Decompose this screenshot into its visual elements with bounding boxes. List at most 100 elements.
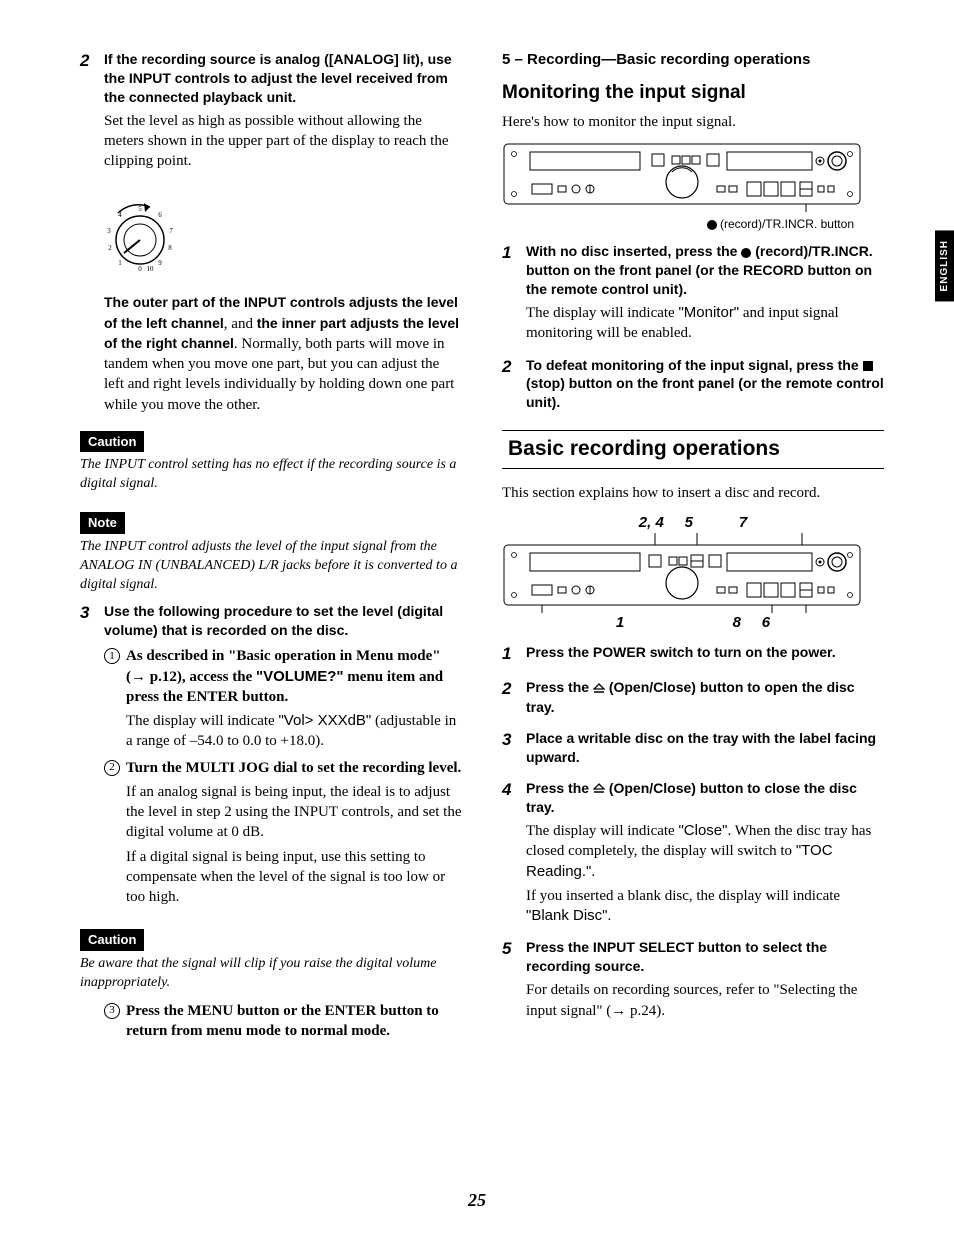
op-step-4: 4 Press the (Open/Close) button to close… (502, 779, 884, 927)
r1-body-a: The display will indicate (526, 305, 678, 321)
left-step-3: 3 Use the following procedure to set the… (80, 602, 462, 907)
controls-paragraph: The outer part of the INPUT controls adj… (104, 293, 462, 415)
sub2-body2: If a digital signal is being input, use … (126, 847, 462, 908)
r1-mono: "Monitor" (678, 304, 739, 321)
step-bold-text: If the recording source is analog ([ANAL… (104, 50, 462, 107)
circled-number-icon: 3 (104, 1003, 120, 1019)
s4-ba: The display will indicate (526, 823, 678, 839)
s3-bold: Place a writable disc on the tray with t… (526, 729, 884, 767)
s4-body2: If you inserted a blank disc, the displa… (526, 886, 884, 927)
svg-text:3: 3 (107, 227, 111, 235)
step-number: 2 (502, 356, 518, 379)
step-bold: To defeat monitoring of the input signal… (526, 356, 884, 413)
intro-1: Here's how to monitor the input signal. (502, 112, 884, 132)
svg-text:4: 4 (118, 211, 122, 219)
svg-text:2: 2 (108, 244, 112, 252)
s4-m1: "Close" (678, 822, 727, 839)
right-step-2: 2 To defeat monitoring of the input sign… (502, 356, 884, 413)
caution-label-1: Caution (80, 431, 144, 453)
left-column: 2 If the recording source is analog ([AN… (70, 50, 462, 1041)
r2-bold-a: To defeat monitoring of the input signal… (526, 357, 863, 373)
circled-number-icon: 2 (104, 760, 120, 776)
sub1-bold-a: As described in (126, 648, 228, 664)
svg-text:7: 7 (169, 227, 173, 235)
eject-icon (593, 679, 605, 698)
sub2-body1: If an analog signal is being input, the … (126, 782, 462, 843)
eject-icon (593, 779, 605, 798)
r2-bold-b: (stop) button on the front panel (or the… (526, 375, 884, 410)
sub1-arrow: → p.12), access the (131, 669, 256, 685)
svg-text:8: 8 (168, 244, 172, 252)
device-diagram-2: 2, 4 5 7 (502, 513, 884, 634)
page-number: 25 (0, 1190, 954, 1211)
step-bold-text: Use the following procedure to set the l… (104, 602, 462, 640)
op-step-1: 1 Press the POWER switch to turn on the … (502, 643, 884, 666)
svg-text:9: 9 (158, 259, 162, 267)
step-number: 4 (502, 779, 518, 802)
device-diagram-1: (record)/TR.INCR. button (502, 142, 884, 232)
callouts-bottom: 1 8 6 (502, 613, 884, 633)
sub1-body: The display will indicate "Vol> XXXdB" (… (126, 711, 462, 752)
op-step-3: 3 Place a writable disc on the tray with… (502, 729, 884, 767)
caution-text-2: Be aware that the signal will clip if yo… (80, 955, 462, 993)
step-body-text: Set the level as high as possible withou… (104, 111, 462, 172)
sub2-bold: Turn the MULTI JOG dial to set the recor… (126, 758, 462, 778)
svg-text:5: 5 (138, 205, 142, 213)
language-tab: ENGLISH (935, 230, 954, 301)
note-text-1: The INPUT control adjusts the level of t… (80, 538, 462, 595)
left-step-2: 2 If the recording source is analog ([AN… (80, 50, 462, 171)
s2-bold: Press the (Open/Close) button to open th… (526, 678, 884, 717)
sub1-mono1: "VOLUME?" (256, 668, 344, 685)
s4-bc: . (591, 864, 595, 880)
note-label-1: Note (80, 512, 125, 534)
sub1-body-a: The display will indicate (126, 713, 278, 729)
s4-body1: The display will indicate "Close". When … (526, 821, 884, 882)
s5-bold: Press the INPUT SELECT button to select … (526, 938, 884, 976)
s2-a: Press the (526, 679, 593, 695)
diagram-caption: (record)/TR.INCR. button (502, 216, 884, 232)
step-bold: With no disc inserted, press the (record… (526, 242, 884, 299)
svg-text:6: 6 (158, 211, 162, 219)
sub1-mono2: "Vol> XXXdB" (278, 712, 371, 729)
heading-basic-recording: Basic recording operations (502, 430, 884, 468)
circled-number-icon: 1 (104, 648, 120, 664)
sub3-bold: Press the MENU button or the ENTER butto… (126, 1001, 462, 1042)
svg-text:0: 0 (138, 265, 142, 273)
s4-a: Press the (526, 780, 593, 796)
dial-diagram: 0 1 2 3 4 5 6 7 8 9 10 (80, 185, 462, 275)
chapter-header: 5 – Recording—Basic recording operations (502, 50, 884, 70)
op-step-2: 2 Press the (Open/Close) button to open … (502, 678, 884, 717)
substep-3: 3 Press the MENU button or the ENTER but… (104, 1001, 462, 1042)
step-number: 3 (502, 729, 518, 752)
caption-text: (record)/TR.INCR. button (720, 217, 854, 231)
s4-m3: "Blank Disc" (526, 907, 608, 924)
intro-2: This section explains how to insert a di… (502, 483, 884, 503)
record-icon (707, 220, 717, 230)
s4-bd: If you inserted a blank disc, the displa… (526, 888, 840, 904)
step-number: 2 (502, 678, 518, 701)
op-step-5: 5 Press the INPUT SELECT button to selec… (502, 938, 884, 1020)
r1-bold-a: With no disc inserted, press the (526, 243, 741, 259)
step-number: 2 (80, 50, 96, 73)
r1-body: The display will indicate "Monitor" and … (526, 303, 884, 344)
s4-bold: Press the (Open/Close) button to close t… (526, 779, 884, 818)
step-number: 1 (502, 242, 518, 265)
step-number: 5 (502, 938, 518, 961)
svg-text:10: 10 (147, 265, 155, 273)
callouts-top: 2, 4 5 7 (502, 513, 884, 533)
caution-label-2: Caution (80, 929, 144, 951)
page-columns: 2 If the recording source is analog ([AN… (70, 50, 884, 1041)
step-number: 1 (502, 643, 518, 666)
right-step-1: 1 With no disc inserted, press the (reco… (502, 242, 884, 343)
right-column: 5 – Recording—Basic recording operations… (502, 50, 884, 1041)
svg-text:1: 1 (118, 259, 122, 267)
substep-2: 2 Turn the MULTI JOG dial to set the rec… (104, 758, 462, 908)
step-number: 3 (80, 602, 96, 625)
substep-1: 1 As described in "Basic operation in Me… (104, 646, 462, 751)
s4-be: . (608, 908, 612, 924)
ctrl-mid1: , and (224, 316, 257, 332)
stop-icon (863, 361, 873, 371)
record-icon (741, 248, 751, 258)
s1-bold: Press the POWER switch to turn on the po… (526, 643, 884, 662)
caution-text-1: The INPUT control setting has no effect … (80, 456, 462, 494)
